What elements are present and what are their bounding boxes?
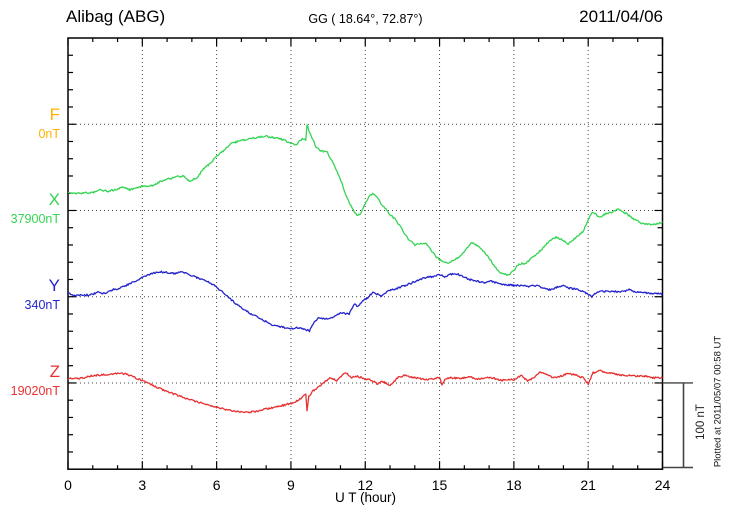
gridlines	[68, 38, 663, 470]
scale-bar-label: 100 nT	[695, 404, 707, 440]
plot-date: 2011/04/06	[579, 7, 663, 26]
geographic-coordinates: GG ( 18.64°, 72.87°)	[308, 12, 423, 26]
channel-label-Y: Y 340nT	[0, 276, 60, 313]
x-tick-label: 12	[357, 477, 373, 493]
series-Z	[67, 369, 663, 414]
x-tick-label: 15	[432, 477, 448, 493]
x-tick-labels: 0 3 6 9 12 15 18 21 24	[64, 477, 670, 493]
channel-letter-X: X	[48, 190, 60, 209]
axis-ticks	[67, 38, 664, 470]
scale-bar	[662, 382, 693, 469]
x-tick-label: 24	[655, 477, 671, 493]
x-tick-label: 0	[64, 477, 72, 493]
x-tick-label: 6	[213, 477, 221, 493]
x-tick-label: 18	[506, 477, 522, 493]
series-Y	[67, 270, 663, 333]
channel-label-X: X 37900nT	[0, 190, 60, 227]
x-axis-title: U T (hour)	[334, 490, 397, 505]
channel-letter-F: F	[49, 105, 60, 124]
channel-baseline-F: 0nT	[38, 127, 60, 141]
series-X	[67, 124, 663, 277]
channel-letter-Y: Y	[48, 276, 60, 295]
channel-baseline-Y: 340nT	[24, 298, 60, 312]
channel-label-F: F 0nT	[0, 105, 60, 142]
channel-baseline-Z: 19020nT	[10, 384, 60, 398]
station-name: Alibag (ABG)	[66, 7, 166, 26]
plot-footnote: Plotted at 2011/05/07 00:58 UT	[712, 335, 724, 468]
x-tick-label: 3	[138, 477, 146, 493]
x-tick-label: 21	[580, 477, 596, 493]
channel-baseline-X: 37900nT	[10, 212, 60, 226]
x-tick-label: 9	[287, 477, 295, 493]
channel-letter-Z: Z	[49, 362, 60, 381]
channel-label-Z: Z 19020nT	[0, 362, 60, 399]
